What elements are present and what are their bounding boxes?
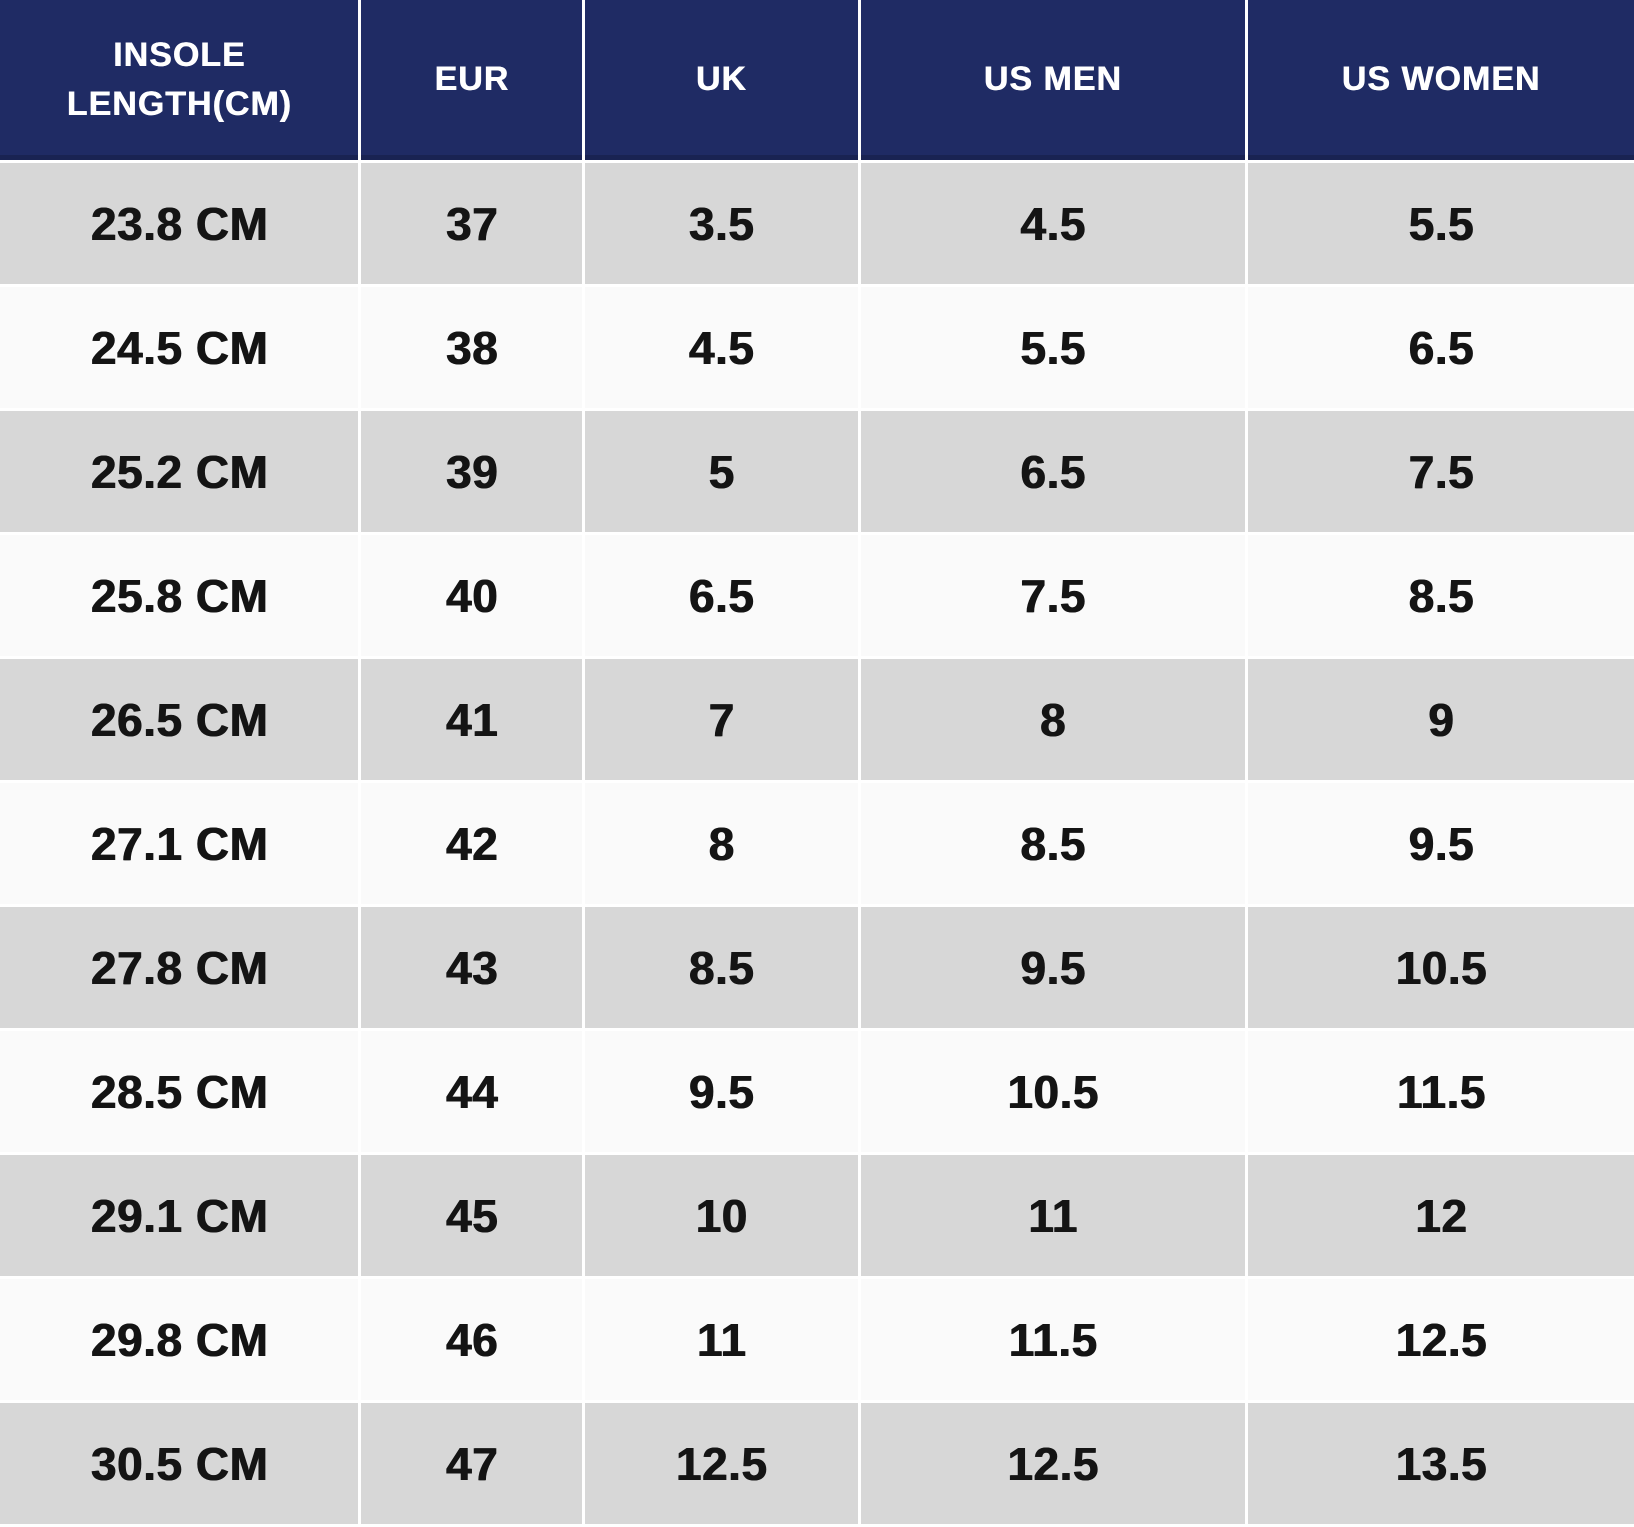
table-row: 23.8 CM 37 3.5 4.5 5.5	[0, 163, 1634, 284]
column-header-eur: EUR	[361, 0, 583, 160]
cell-insole-length: 27.1 CM	[0, 783, 359, 904]
cell-uk-size: 5	[585, 411, 858, 532]
cell-us-women-size: 12	[1247, 1155, 1634, 1276]
cell-us-women-size: 5.5	[1247, 163, 1634, 284]
table-row: 27.8 CM 43 8.5 9.5 10.5	[0, 907, 1634, 1028]
cell-us-men-size: 11.5	[860, 1279, 1245, 1400]
cell-uk-size: 4.5	[585, 287, 858, 408]
cell-us-women-size: 9.5	[1247, 783, 1634, 904]
cell-us-men-size: 6.5	[860, 411, 1245, 532]
cell-us-women-size: 8.5	[1247, 535, 1634, 656]
cell-eur-size: 47	[361, 1403, 583, 1524]
table-row: 25.8 CM 40 6.5 7.5 8.5	[0, 535, 1634, 656]
cell-insole-length: 24.5 CM	[0, 287, 359, 408]
cell-us-men-size: 8.5	[860, 783, 1245, 904]
cell-us-men-size: 8	[860, 659, 1245, 780]
cell-uk-size: 12.5	[585, 1403, 858, 1524]
cell-uk-size: 3.5	[585, 163, 858, 284]
cell-uk-size: 8.5	[585, 907, 858, 1028]
table-row: 29.1 CM 45 10 11 12	[0, 1155, 1634, 1276]
table-row: 25.2 CM 39 5 6.5 7.5	[0, 411, 1634, 532]
cell-uk-size: 7	[585, 659, 858, 780]
table-row: 30.5 CM 47 12.5 12.5 13.5	[0, 1403, 1634, 1524]
header-row: INSOLE LENGTH(CM) EUR UK US MEN US WOMEN	[0, 0, 1634, 160]
cell-us-men-size: 10.5	[860, 1031, 1245, 1152]
cell-eur-size: 40	[361, 535, 583, 656]
cell-eur-size: 46	[361, 1279, 583, 1400]
cell-insole-length: 23.8 CM	[0, 163, 359, 284]
table-row: 28.5 CM 44 9.5 10.5 11.5	[0, 1031, 1634, 1152]
cell-uk-size: 11	[585, 1279, 858, 1400]
cell-us-men-size: 9.5	[860, 907, 1245, 1028]
cell-insole-length: 26.5 CM	[0, 659, 359, 780]
cell-eur-size: 45	[361, 1155, 583, 1276]
cell-us-women-size: 7.5	[1247, 411, 1634, 532]
cell-insole-length: 25.8 CM	[0, 535, 359, 656]
cell-eur-size: 38	[361, 287, 583, 408]
table-row: 24.5 CM 38 4.5 5.5 6.5	[0, 287, 1634, 408]
cell-eur-size: 39	[361, 411, 583, 532]
cell-uk-size: 10	[585, 1155, 858, 1276]
cell-uk-size: 6.5	[585, 535, 858, 656]
column-header-uk: UK	[585, 0, 858, 160]
cell-eur-size: 42	[361, 783, 583, 904]
cell-us-men-size: 11	[860, 1155, 1245, 1276]
cell-insole-length: 29.8 CM	[0, 1279, 359, 1400]
cell-us-women-size: 11.5	[1247, 1031, 1634, 1152]
table-body: 23.8 CM 37 3.5 4.5 5.5 24.5 CM 38 4.5 5.…	[0, 163, 1634, 1524]
cell-insole-length: 28.5 CM	[0, 1031, 359, 1152]
cell-insole-length: 30.5 CM	[0, 1403, 359, 1524]
cell-eur-size: 41	[361, 659, 583, 780]
cell-insole-length: 27.8 CM	[0, 907, 359, 1028]
table-row: 27.1 CM 42 8 8.5 9.5	[0, 783, 1634, 904]
cell-us-women-size: 6.5	[1247, 287, 1634, 408]
cell-uk-size: 9.5	[585, 1031, 858, 1152]
column-header-us-women: US WOMEN	[1247, 0, 1634, 160]
table-header: INSOLE LENGTH(CM) EUR UK US MEN US WOMEN	[0, 0, 1634, 160]
cell-us-men-size: 7.5	[860, 535, 1245, 656]
cell-insole-length: 29.1 CM	[0, 1155, 359, 1276]
cell-us-women-size: 10.5	[1247, 907, 1634, 1028]
cell-insole-length: 25.2 CM	[0, 411, 359, 532]
column-header-us-men: US MEN	[860, 0, 1245, 160]
cell-uk-size: 8	[585, 783, 858, 904]
table-row: 29.8 CM 46 11 11.5 12.5	[0, 1279, 1634, 1400]
cell-eur-size: 37	[361, 163, 583, 284]
cell-us-women-size: 9	[1247, 659, 1634, 780]
cell-us-women-size: 12.5	[1247, 1279, 1634, 1400]
cell-us-men-size: 5.5	[860, 287, 1245, 408]
cell-us-women-size: 13.5	[1247, 1403, 1634, 1524]
cell-eur-size: 44	[361, 1031, 583, 1152]
cell-eur-size: 43	[361, 907, 583, 1028]
column-header-insole-length: INSOLE LENGTH(CM)	[0, 0, 359, 160]
table-row: 26.5 CM 41 7 8 9	[0, 659, 1634, 780]
cell-us-men-size: 12.5	[860, 1403, 1245, 1524]
cell-us-men-size: 4.5	[860, 163, 1245, 284]
